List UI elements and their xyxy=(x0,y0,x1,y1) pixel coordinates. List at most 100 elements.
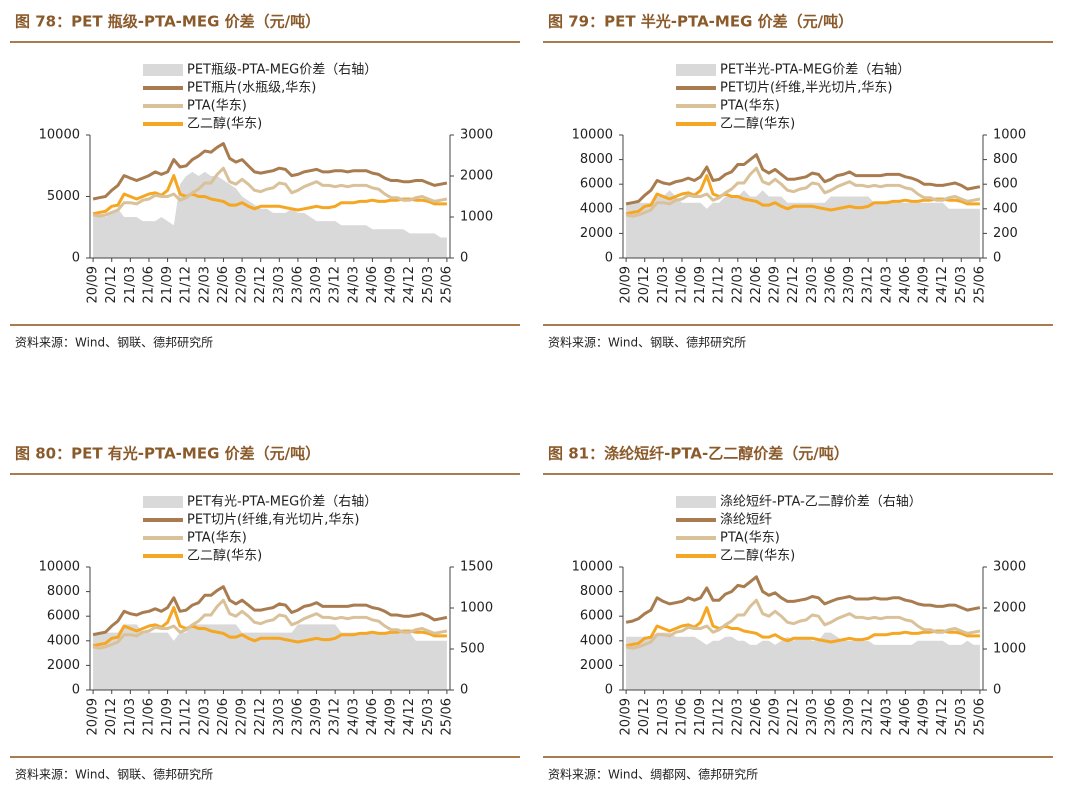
x-tick-label: 22/03 xyxy=(730,266,745,303)
x-tick-label: 24/06 xyxy=(898,698,913,735)
y-tick-label: 6000 xyxy=(47,609,80,624)
x-tick-label: 25/03 xyxy=(954,698,969,735)
x-tick-label: 24/09 xyxy=(917,266,932,303)
x-tick-label: 23/09 xyxy=(842,698,857,735)
y-tick-label: 0 xyxy=(72,251,80,266)
source-note: 资料来源：Wind、绸都网、德邦研究所 xyxy=(548,767,758,782)
y2-tick-label: 1000 xyxy=(460,601,493,616)
x-tick-label: 24/03 xyxy=(346,698,361,735)
x-tick-label: 22/12 xyxy=(786,698,801,735)
chart-panel: 图 80：PET 有光-PTA-MEG 价差（元/吨） 资料来源：Wind、钢联、… xyxy=(10,445,520,782)
x-tick-label: 23/09 xyxy=(842,266,857,303)
y2-tick-label: 500 xyxy=(460,642,485,657)
spread-area xyxy=(93,171,447,258)
legend-label: PTA(华东) xyxy=(720,531,780,546)
x-tick-label: 23/12 xyxy=(861,266,876,303)
x-tick-label: 23/03 xyxy=(272,266,287,303)
series-line xyxy=(92,174,447,216)
x-tick-label: 20/12 xyxy=(637,698,652,735)
chart-title: 图 81：涤纶短纤-PTA-乙二醇价差（元/吨） xyxy=(548,445,849,463)
y-tick-label: 5000 xyxy=(47,189,80,204)
y2-tick-label: 800 xyxy=(993,152,1018,167)
y2-tick-label: 0 xyxy=(460,251,468,266)
x-tick-label: 22/12 xyxy=(253,698,268,735)
y-tick-label: 8000 xyxy=(580,152,613,167)
series-line xyxy=(625,575,981,624)
legend-label: PTA(华东) xyxy=(720,99,780,114)
y2-tick-label: 1000 xyxy=(460,210,493,225)
x-tick-label: 24/09 xyxy=(384,698,399,735)
x-tick-label: 25/03 xyxy=(421,266,436,303)
chart-title: 图 78：PET 瓶级-PTA-MEG 价差（元/吨） xyxy=(15,13,320,31)
x-tick-label: 20/12 xyxy=(104,266,119,303)
x-tick-label: 23/06 xyxy=(823,266,838,303)
y-tick-label: 10000 xyxy=(39,560,80,575)
y-tick-label: 6000 xyxy=(580,609,613,624)
legend-label: PET瓶片(水瓶级,华东) xyxy=(187,81,316,96)
x-tick-label: 24/12 xyxy=(935,698,950,735)
y2-tick-label: 0 xyxy=(993,683,1001,698)
series-line xyxy=(92,606,447,648)
x-tick-label: 25/06 xyxy=(972,266,987,303)
chart-panel: 图 81：涤纶短纤-PTA-乙二醇价差（元/吨） 资料来源：Wind、绸都网、德邦… xyxy=(543,445,1053,782)
x-tick-label: 24/09 xyxy=(917,698,932,735)
x-tick-label: 22/09 xyxy=(768,698,783,735)
y-tick-label: 4000 xyxy=(580,201,613,216)
series-line xyxy=(625,598,981,650)
x-tick-label: 21/06 xyxy=(141,266,156,303)
x-tick-label: 22/12 xyxy=(786,266,801,303)
x-tick-label: 25/03 xyxy=(954,266,969,303)
x-tick-label: 23/03 xyxy=(805,266,820,303)
x-tick-label: 22/12 xyxy=(253,266,268,303)
y-tick-label: 4000 xyxy=(580,633,613,648)
x-tick-label: 22/06 xyxy=(749,266,764,303)
x-tick-label: 21/12 xyxy=(712,698,727,735)
x-tick-label: 21/03 xyxy=(656,698,671,735)
y2-tick-label: 0 xyxy=(460,683,468,698)
legend-label: PET切片(纤维,半光切片,华东) xyxy=(720,81,892,96)
x-tick-label: 20/12 xyxy=(104,698,119,735)
y2-tick-label: 3000 xyxy=(993,560,1026,575)
x-tick-label: 22/03 xyxy=(197,266,212,303)
x-tick-label: 24/03 xyxy=(346,266,361,303)
x-tick-label: 20/09 xyxy=(619,266,634,303)
x-tick-label: 20/12 xyxy=(637,266,652,303)
legend-label: PET半光-PTA-MEG价差（右轴） xyxy=(720,63,910,78)
x-tick-label: 20/09 xyxy=(86,266,101,303)
x-tick-label: 24/09 xyxy=(384,266,399,303)
y-tick-label: 8000 xyxy=(47,584,80,599)
legend-label: 涤纶短纤 xyxy=(720,513,772,528)
x-tick-label: 22/03 xyxy=(730,698,745,735)
legend-label: 乙二醇(华东) xyxy=(720,116,795,132)
x-tick-label: 23/06 xyxy=(290,698,305,735)
source-note: 资料来源：Wind、钢联、德邦研究所 xyxy=(15,335,213,350)
x-tick-label: 21/09 xyxy=(693,266,708,303)
y2-tick-label: 2000 xyxy=(993,601,1026,616)
chart-panel: 图 79：PET 半光-PTA-MEG 价差（元/吨） 资料来源：Wind、钢联、… xyxy=(543,13,1053,350)
y2-tick-label: 1500 xyxy=(460,560,493,575)
y2-tick-label: 0 xyxy=(993,251,1001,266)
chart-title: 图 79：PET 半光-PTA-MEG 价差（元/吨） xyxy=(548,13,853,31)
y-tick-label: 2000 xyxy=(580,226,613,241)
spread-area xyxy=(93,624,447,690)
legend-label: 乙二醇(华东) xyxy=(187,116,262,132)
legend-swatch xyxy=(676,64,716,76)
legend-label: PTA(华东) xyxy=(187,99,247,114)
x-tick-label: 22/09 xyxy=(235,698,250,735)
legend-swatch xyxy=(143,496,183,508)
y-tick-label: 4000 xyxy=(47,633,80,648)
x-tick-label: 21/03 xyxy=(123,698,138,735)
spread-area xyxy=(626,632,980,690)
legend-swatch xyxy=(676,496,716,508)
x-tick-label: 21/09 xyxy=(160,266,175,303)
x-tick-label: 21/06 xyxy=(674,698,689,735)
series-line xyxy=(92,585,448,637)
x-tick-label: 24/12 xyxy=(402,698,417,735)
x-tick-label: 21/06 xyxy=(141,698,156,735)
legend-label: PET瓶级-PTA-MEG价差（右轴） xyxy=(187,63,377,78)
x-tick-label: 21/12 xyxy=(179,698,194,735)
x-tick-label: 20/09 xyxy=(86,698,101,735)
x-tick-label: 24/06 xyxy=(365,698,380,735)
x-tick-label: 23/12 xyxy=(328,266,343,303)
chart-panel: 图 78：PET 瓶级-PTA-MEG 价差（元/吨） 资料来源：Wind、钢联、… xyxy=(10,13,520,350)
